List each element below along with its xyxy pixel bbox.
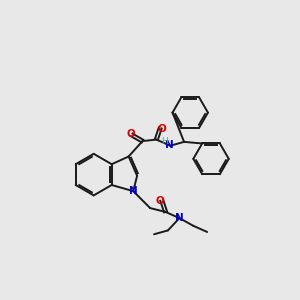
Text: O: O <box>127 129 135 139</box>
Text: O: O <box>158 124 166 134</box>
Text: N: N <box>129 186 138 196</box>
Text: O: O <box>156 196 165 206</box>
Text: N: N <box>165 140 174 150</box>
Text: H: H <box>161 137 167 146</box>
Text: N: N <box>175 213 184 223</box>
